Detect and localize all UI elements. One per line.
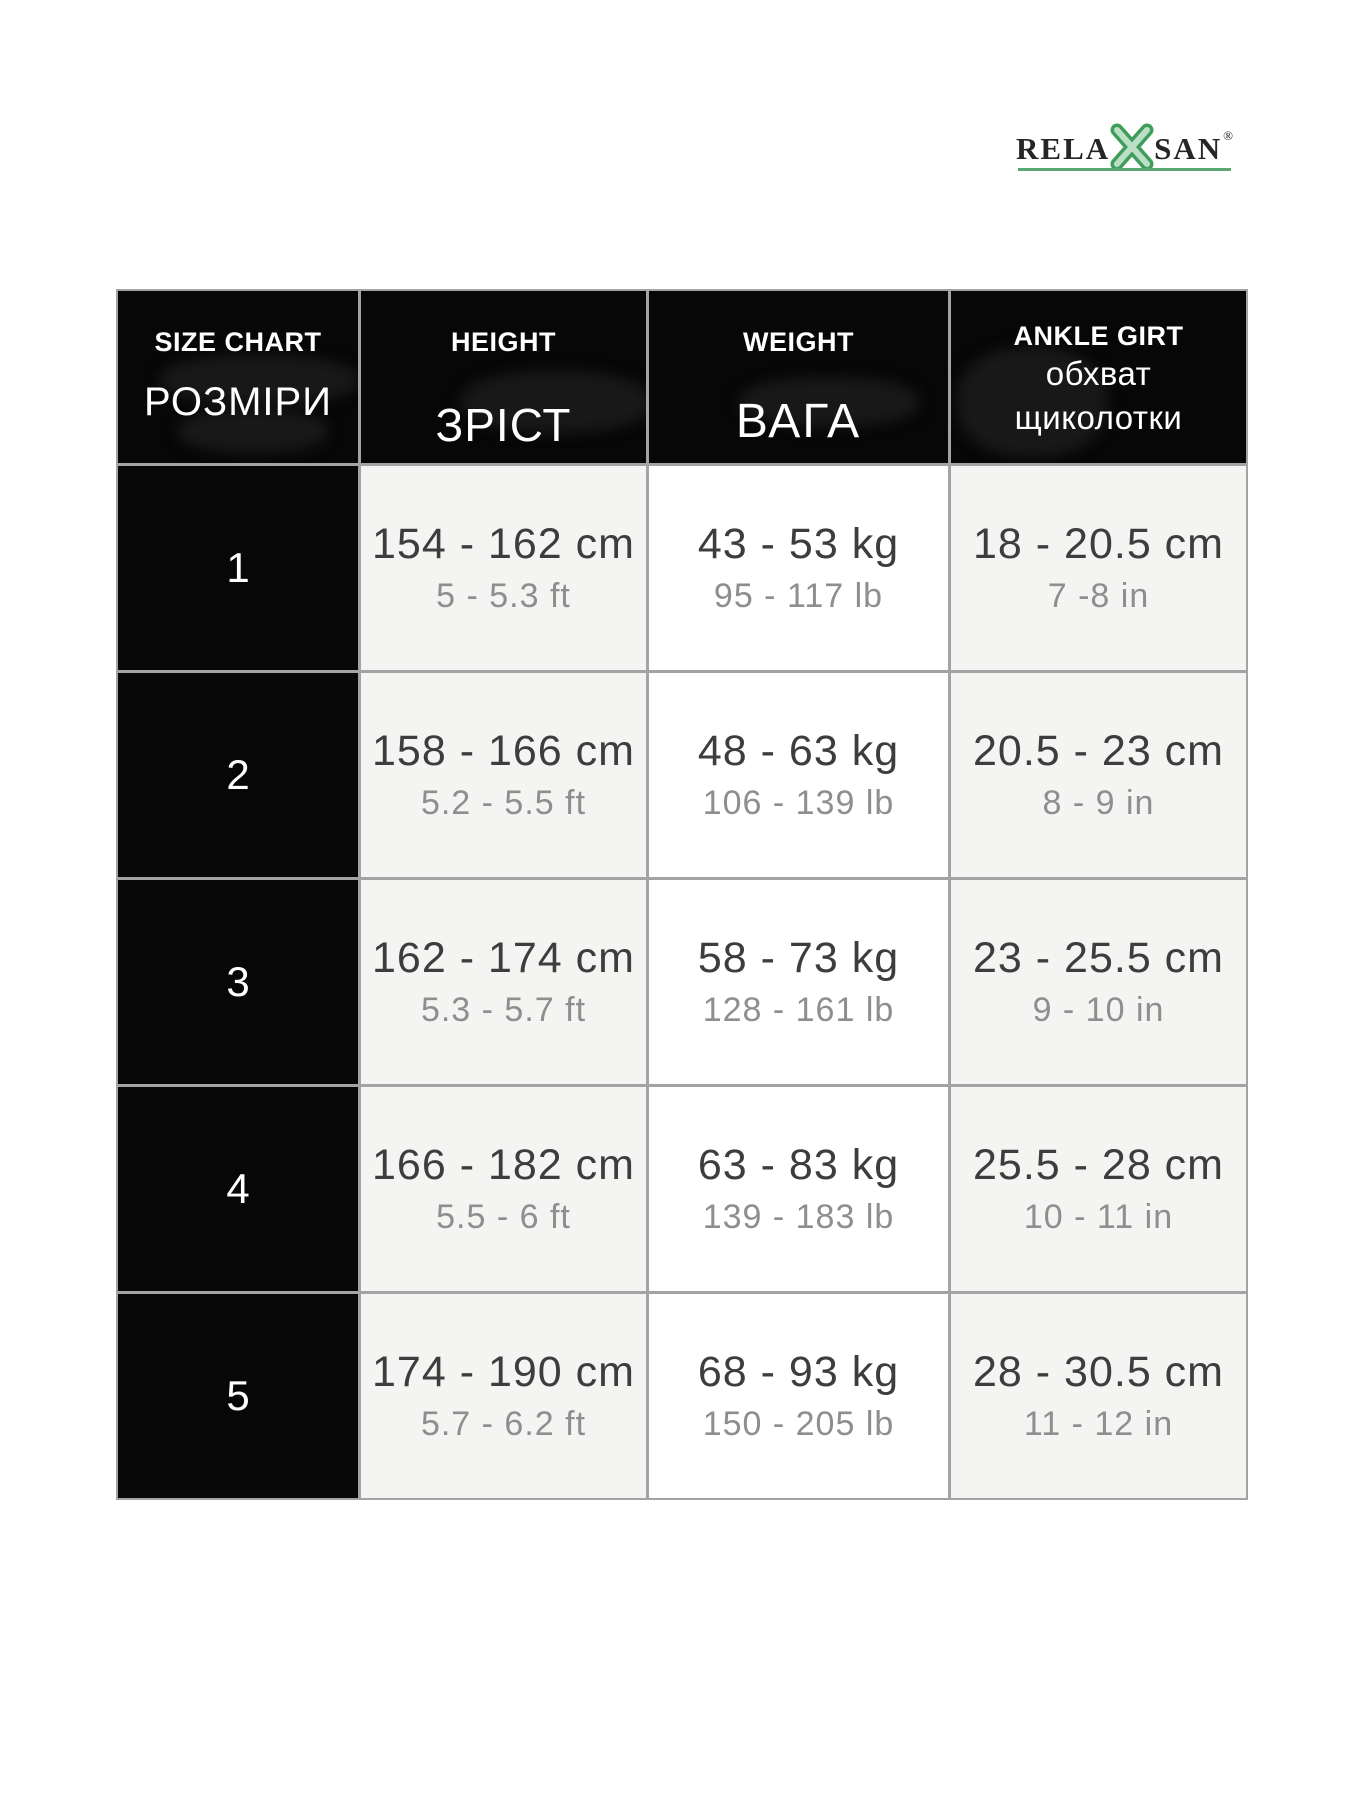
header-label-local: обхват	[1045, 355, 1152, 392]
weight-metric: 58 - 73 kg	[697, 934, 900, 982]
header-ankle-girt: ANKLE GIRT обхват щиколотки	[951, 291, 1246, 463]
ankle-metric: 25.5 - 28 cm	[973, 1141, 1224, 1189]
header-label-en: ANKLE GIRT	[1013, 321, 1184, 351]
size-value: 3	[226, 958, 250, 1005]
logo-text-san: San	[1154, 120, 1223, 169]
height-metric: 162 - 174 cm	[372, 934, 635, 982]
size-value: 2	[226, 751, 250, 798]
logo-underline	[1018, 168, 1232, 171]
header-label-en: SIZE CHART	[154, 327, 322, 357]
ankle-cell: 20.5 - 23 cm 8 - 9 in	[951, 673, 1246, 877]
height-metric: 158 - 166 cm	[372, 727, 635, 775]
size-cell: 5	[118, 1294, 358, 1498]
ankle-metric: 20.5 - 23 cm	[973, 727, 1224, 775]
height-metric: 154 - 162 cm	[372, 520, 635, 568]
ankle-imperial: 10 - 11 in	[1023, 1198, 1174, 1236]
header-label-local: ВАГА	[735, 395, 862, 448]
header-label-local: ЗРІСТ	[435, 399, 572, 451]
weight-cell: 48 - 63 kg 106 - 139 lb	[649, 673, 948, 877]
size-cell: 2	[118, 673, 358, 877]
height-imperial: 5.3 - 5.7 ft	[420, 991, 587, 1029]
height-cell: 166 - 182 cm 5.5 - 6 ft	[361, 1087, 646, 1291]
size-value: 5	[226, 1372, 250, 1419]
height-cell: 174 - 190 cm 5.7 - 6.2 ft	[361, 1294, 646, 1498]
weight-cell: 58 - 73 kg 128 - 161 lb	[649, 880, 948, 1084]
weight-cell: 43 - 53 kg 95 - 117 lb	[649, 466, 948, 670]
weight-imperial: 128 - 161 lb	[702, 991, 895, 1029]
ankle-metric: 18 - 20.5 cm	[973, 520, 1224, 568]
ankle-metric: 23 - 25.5 cm	[973, 934, 1224, 982]
ankle-imperial: 7 -8 in	[1047, 577, 1150, 615]
smudge-artifact	[461, 371, 646, 433]
weight-metric: 68 - 93 kg	[697, 1348, 900, 1396]
size-value: 1	[226, 544, 250, 591]
header-label-en: HEIGHT	[450, 327, 556, 357]
header-size-chart: SIZE CHART РОЗМІРИ	[118, 291, 358, 463]
height-imperial: 5.5 - 6 ft	[436, 1198, 571, 1236]
height-cell: 154 - 162 cm 5 - 5.3 ft	[361, 466, 646, 670]
smudge-artifact	[178, 409, 328, 453]
ankle-cell: 18 - 20.5 cm 7 -8 in	[951, 466, 1246, 670]
height-metric: 166 - 182 cm	[372, 1141, 635, 1189]
weight-imperial: 139 - 183 lb	[702, 1198, 895, 1236]
weight-cell: 68 - 93 kg 150 - 205 lb	[649, 1294, 948, 1498]
height-imperial: 5.2 - 5.5 ft	[420, 784, 587, 822]
height-metric: 174 - 190 cm	[372, 1348, 635, 1396]
header-label-local: щиколотки	[1014, 399, 1183, 436]
header-label-local: РОЗМІРИ	[144, 380, 332, 424]
weight-cell: 63 - 83 kg 139 - 183 lb	[649, 1087, 948, 1291]
smudge-artifact	[957, 347, 1107, 457]
weight-imperial: 150 - 205 lb	[702, 1405, 895, 1443]
size-cell: 4	[118, 1087, 358, 1291]
height-cell: 158 - 166 cm 5.2 - 5.5 ft	[361, 673, 646, 877]
height-imperial: 5.7 - 6.2 ft	[420, 1405, 587, 1443]
height-cell: 162 - 174 cm 5.3 - 5.7 ft	[361, 880, 646, 1084]
ankle-imperial: 9 - 10 in	[1032, 991, 1165, 1029]
brand-logo: Rela San ®	[1016, 120, 1233, 174]
ankle-cell: 25.5 - 28 cm 10 - 11 in	[951, 1087, 1246, 1291]
logo-text-rela: Rela	[1016, 120, 1111, 169]
smudge-artifact	[739, 377, 919, 427]
size-cell: 3	[118, 880, 358, 1084]
weight-metric: 63 - 83 kg	[697, 1141, 900, 1189]
ankle-imperial: 8 - 9 in	[1042, 784, 1155, 822]
header-label-en: WEIGHT	[743, 327, 854, 357]
weight-metric: 48 - 63 kg	[697, 727, 900, 775]
size-value: 4	[226, 1165, 250, 1212]
size-cell: 1	[118, 466, 358, 670]
weight-imperial: 106 - 139 lb	[702, 784, 895, 822]
ankle-cell: 28 - 30.5 cm 11 - 12 in	[951, 1294, 1246, 1498]
ankle-metric: 28 - 30.5 cm	[973, 1348, 1224, 1396]
weight-imperial: 95 - 117 lb	[713, 577, 884, 615]
logo-x-icon	[1110, 123, 1154, 171]
ankle-imperial: 11 - 12 in	[1023, 1405, 1174, 1443]
weight-metric: 43 - 53 kg	[697, 520, 900, 568]
size-chart-table: SIZE CHART РОЗМІРИ HEIGHT ЗРІСТ WEIGHT В…	[116, 289, 1248, 1500]
height-imperial: 5 - 5.3 ft	[436, 577, 571, 615]
header-height: HEIGHT ЗРІСТ	[361, 291, 646, 463]
header-weight: WEIGHT ВАГА	[649, 291, 948, 463]
smudge-artifact	[160, 355, 358, 405]
registered-trademark-icon: ®	[1223, 128, 1234, 143]
ankle-cell: 23 - 25.5 cm 9 - 10 in	[951, 880, 1246, 1084]
